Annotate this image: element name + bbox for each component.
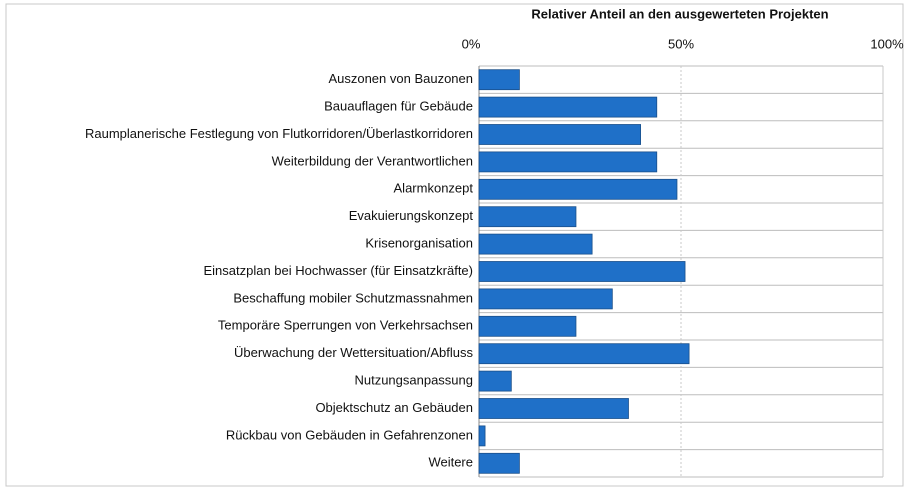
y-tick-label: Raumplanerische Festlegung von Flutkorri… <box>85 126 473 141</box>
bar <box>478 425 486 447</box>
bar <box>478 151 658 173</box>
bar <box>478 233 593 255</box>
bar <box>478 178 678 200</box>
y-tick-label: Temporäre Sperrungen von Verkehrsachsen <box>218 318 473 333</box>
y-tick-label: Nutzungsanpassung <box>354 373 473 388</box>
bar <box>478 69 520 91</box>
y-tick-label: Objektschutz an Gebäuden <box>315 400 473 415</box>
bar <box>478 124 642 145</box>
x-tick-label: 100% <box>870 36 904 51</box>
axis-title: Relativer Anteil an den ausgewerteten Pr… <box>531 6 828 21</box>
y-tick-label: Rückbau von Gebäuden in Gefahrenzonen <box>226 427 473 442</box>
bar <box>478 343 690 365</box>
y-tick-label: Beschaffung mobiler Schutzmassnahmen <box>233 290 473 305</box>
bar <box>478 452 520 474</box>
y-tick-label: Einsatzplan bei Hochwasser (für Einsatzk… <box>203 263 473 278</box>
y-tick-label: Alarmkonzept <box>394 181 474 196</box>
bar <box>478 206 577 228</box>
bar <box>478 96 658 118</box>
y-tick-label: Krisenorganisation <box>365 236 473 251</box>
y-tick-label: Weiterbildung der Verantwortlichen <box>272 153 473 168</box>
bar <box>478 261 686 282</box>
bar <box>478 370 512 392</box>
x-tick-label: 0% <box>462 36 481 51</box>
bar <box>478 315 577 337</box>
y-tick-label: Weitere <box>428 455 473 470</box>
x-tick-label: 50% <box>668 36 694 51</box>
y-tick-label: Überwachung der Wettersituation/Abfluss <box>234 345 473 360</box>
bar <box>478 398 629 419</box>
y-tick-label: Auszonen von Bauzonen <box>328 71 473 86</box>
bar <box>478 288 613 310</box>
chart-frame <box>5 3 904 487</box>
y-tick-label: Evakuierungskonzept <box>349 208 474 223</box>
y-tick-label: Bauauflagen für Gebäude <box>324 99 473 114</box>
